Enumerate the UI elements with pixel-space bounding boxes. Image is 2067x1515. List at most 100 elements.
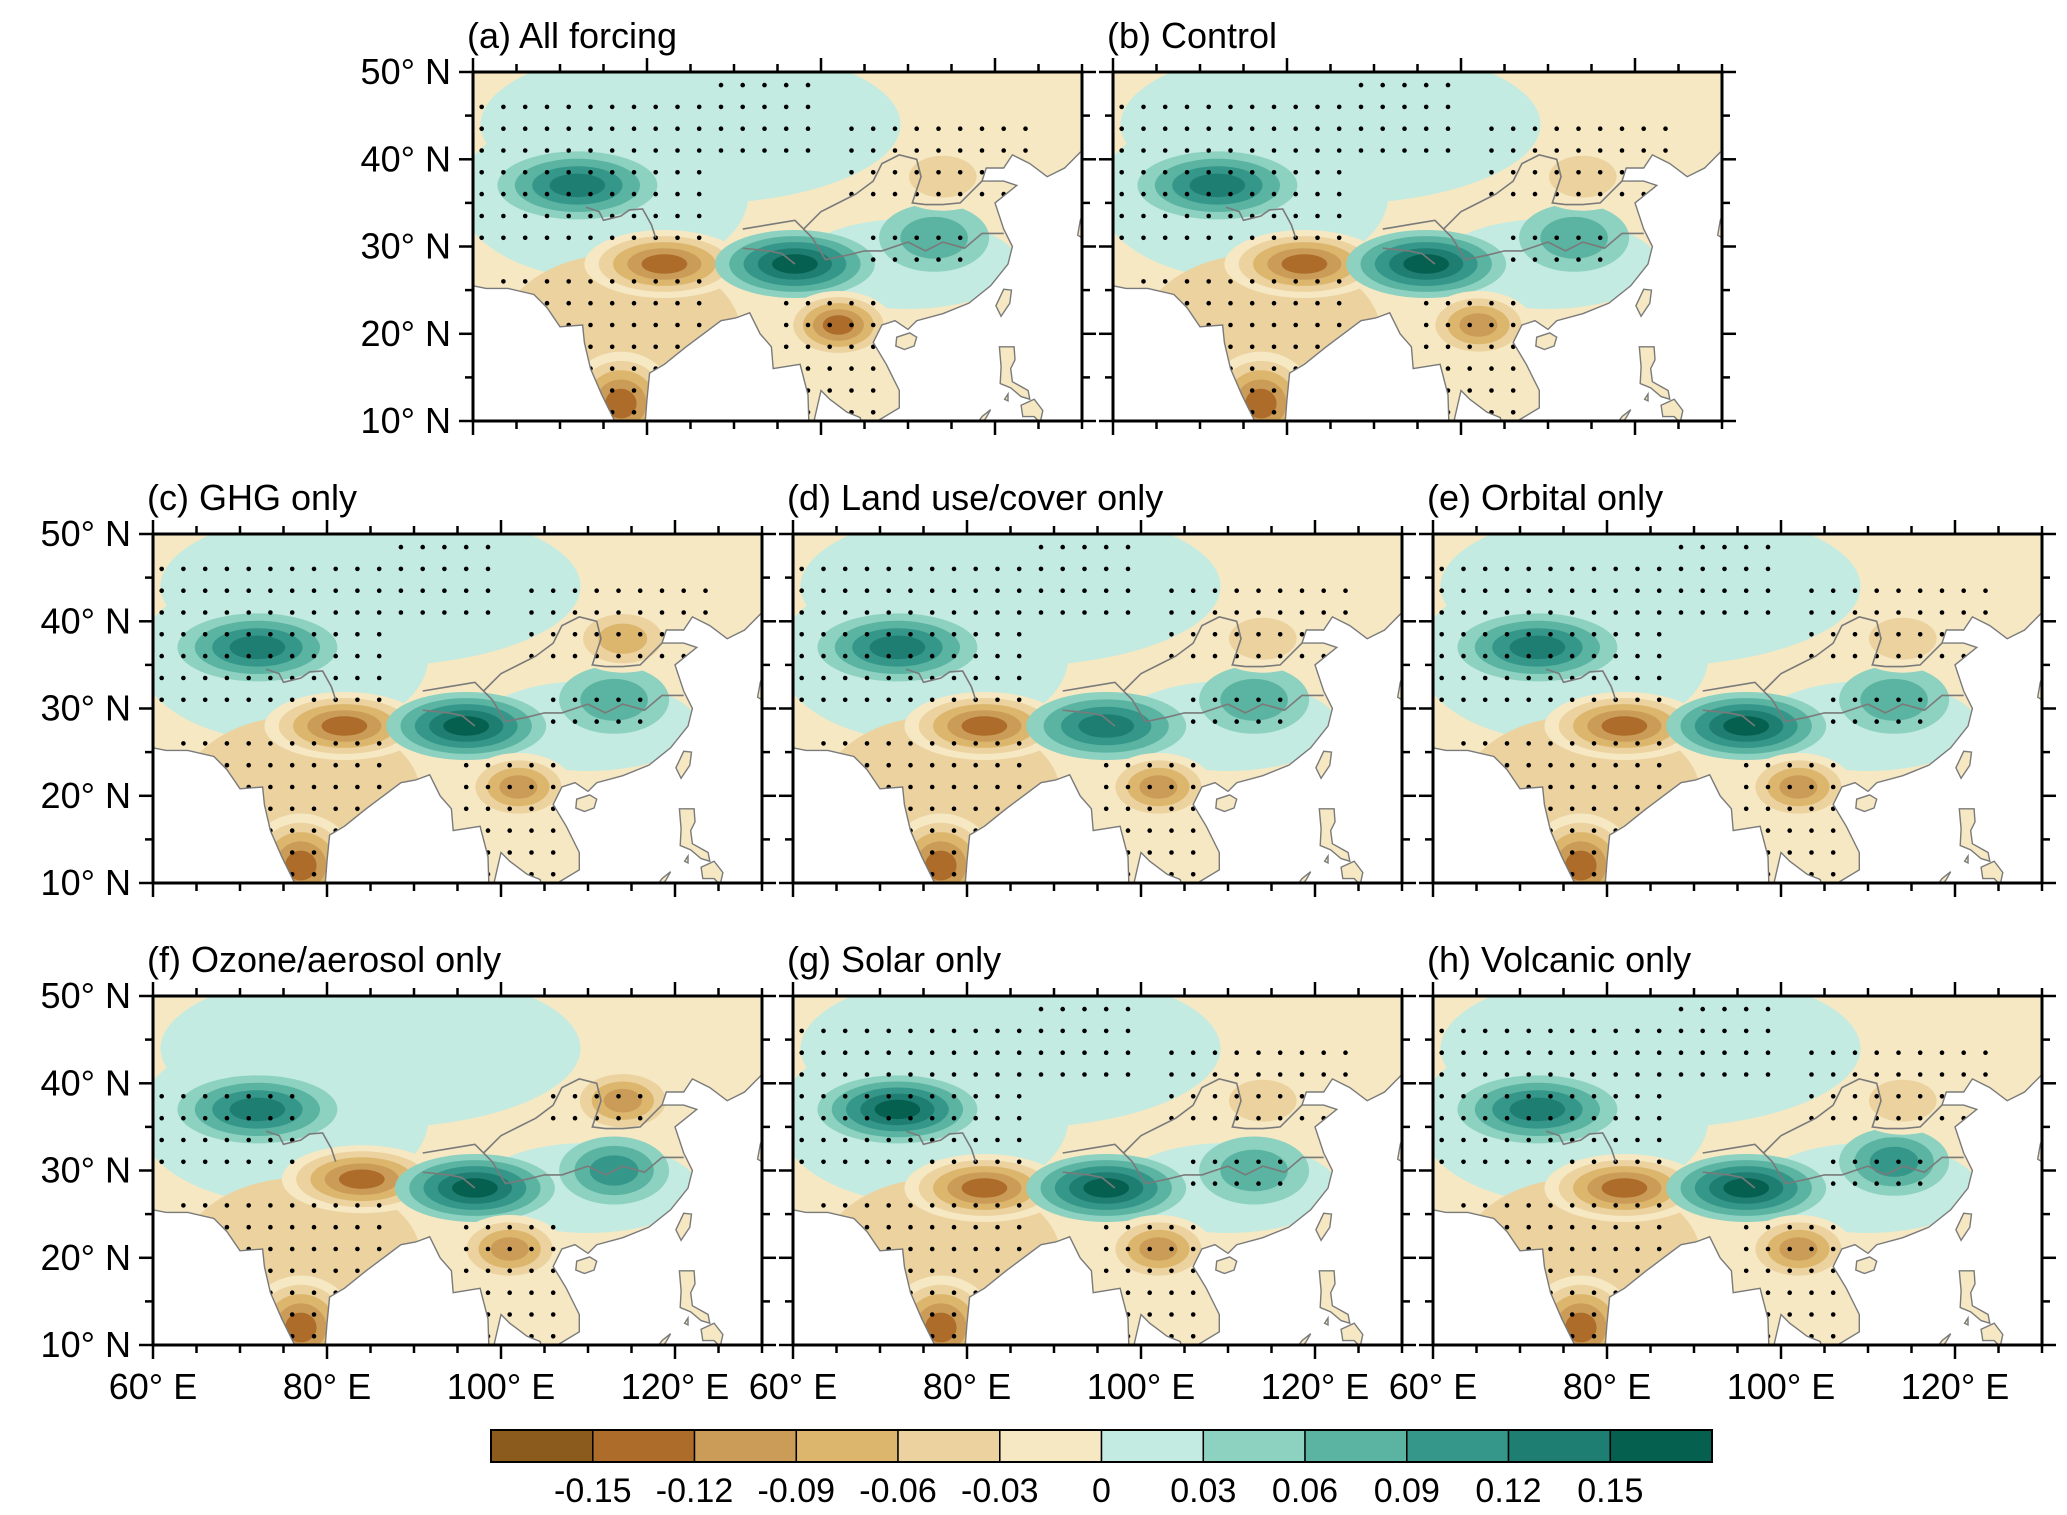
river-line — [1123, 616, 1303, 692]
river-line — [1702, 1171, 1756, 1189]
river-line — [1382, 219, 1644, 261]
x-tick-label: 100° E — [447, 1366, 555, 1407]
colorbar-label: 0.06 — [1272, 1472, 1338, 1510]
river-line — [803, 154, 983, 230]
y-tick-label: 50° N — [41, 513, 131, 554]
panel-g: 60° E 80° E 100° E 120° E (g) Solar only — [749, 939, 1416, 1407]
river-line — [1443, 154, 1623, 230]
x-tick-label: 80° E — [283, 1366, 371, 1407]
y-tick-label: 20° N — [41, 1237, 131, 1278]
colorbar-label: -0.12 — [656, 1472, 734, 1510]
river-line — [742, 247, 796, 265]
axis-ticks — [1419, 520, 2056, 897]
x-tick-label: 80° E — [923, 1366, 1011, 1407]
panel-title: (b) Control — [1107, 15, 1277, 56]
river-line — [1702, 709, 1756, 727]
river-line — [422, 681, 684, 723]
x-tick-label: 120° E — [621, 1366, 729, 1407]
axis-ticks — [459, 58, 1096, 435]
river-line — [1702, 1143, 1964, 1185]
panel-e: (e) Orbital only — [1419, 477, 2056, 897]
y-tick-label: 50° N — [41, 975, 131, 1016]
colorbar-label: 0.12 — [1475, 1472, 1541, 1510]
river-line — [422, 1171, 476, 1189]
river-line — [742, 219, 1004, 261]
river-line — [265, 668, 337, 701]
axis-ticks — [779, 520, 1416, 897]
panel-f: 10° N 20° N 30° N 40° N 50° N 60° E 80° E 100° … — [41, 939, 776, 1407]
x-tick-label: 60° E — [749, 1366, 837, 1407]
colorbar-label: -0.03 — [961, 1472, 1039, 1510]
y-tick-label: 10° N — [41, 1324, 131, 1365]
panel-title: (d) Land use/cover only — [787, 477, 1163, 518]
river-line — [1225, 206, 1297, 239]
river-line — [1702, 681, 1964, 723]
river-line — [265, 1130, 337, 1163]
river-line — [483, 1078, 663, 1154]
axis-ticks — [779, 982, 1416, 1359]
x-tick-label: 60° E — [109, 1366, 197, 1407]
river-line — [1545, 668, 1617, 701]
panel-title: (e) Orbital only — [1427, 477, 1663, 518]
river-line — [1763, 1078, 1943, 1154]
river-line — [905, 668, 977, 701]
x-tick-label: 100° E — [1087, 1366, 1195, 1407]
river-line — [1062, 1171, 1116, 1189]
x-tick-label: 120° E — [1901, 1366, 2009, 1407]
river-line — [1545, 1130, 1617, 1163]
colorbar-swatch — [1406, 1429, 1510, 1463]
panel-h: 60° E 80° E 100° E 120° E (h) Volcanic only — [1389, 939, 2056, 1407]
y-tick-label: 50° N — [361, 51, 451, 92]
river-line — [422, 709, 476, 727]
x-tick-label: 60° E — [1389, 1366, 1477, 1407]
y-tick-label: 10° N — [41, 862, 131, 903]
panel-title: (f) Ozone/aerosol only — [147, 939, 501, 980]
y-tick-label: 40° N — [41, 600, 131, 641]
panel-title: (h) Volcanic only — [1427, 939, 1691, 980]
y-tick-label: 30° N — [361, 226, 451, 267]
river-line — [585, 206, 657, 239]
y-tick-label: 40° N — [41, 1062, 131, 1103]
y-tick-label: 30° N — [41, 688, 131, 729]
x-tick-label: 100° E — [1727, 1366, 1835, 1407]
significance-dots — [799, 544, 1348, 877]
panel-b: (b) Control — [1099, 15, 1736, 435]
panel-title: (g) Solar only — [787, 939, 1001, 980]
colorbar-swatch — [795, 1429, 899, 1463]
axis-ticks — [139, 982, 776, 1359]
river-line — [1062, 709, 1116, 727]
panel-title: (c) GHG only — [147, 477, 357, 518]
x-tick-label: 80° E — [1563, 1366, 1651, 1407]
panel-c: 10° N 20° N 30° N 40° N 50° N (c) GHG only — [41, 477, 776, 903]
axis-ticks — [1099, 58, 1736, 435]
y-tick-label: 10° N — [361, 400, 451, 441]
colorbar-label: 0 — [1092, 1472, 1111, 1510]
y-tick-label: 40° N — [361, 138, 451, 179]
colorbar-label: -0.06 — [859, 1472, 937, 1510]
colorbar-swatch — [1304, 1429, 1408, 1463]
y-tick-label: 20° N — [41, 775, 131, 816]
colorbar-swatch — [693, 1429, 798, 1463]
river-line — [1382, 247, 1436, 265]
river-line — [1763, 616, 1943, 692]
river-line — [1123, 1078, 1303, 1154]
colorbar-label: 0.09 — [1374, 1472, 1440, 1510]
colorbar-swatch — [490, 1429, 594, 1463]
x-tick-label: 120° E — [1261, 1366, 1369, 1407]
river-line — [422, 1143, 684, 1185]
colorbar-swatch — [999, 1429, 1103, 1463]
axis-ticks — [139, 520, 776, 897]
river-line — [1062, 1143, 1324, 1185]
colorbar-swatch — [1100, 1429, 1205, 1463]
river-line — [1062, 681, 1324, 723]
colorbar-label: -0.15 — [554, 1472, 632, 1510]
colorbar-label: 0.03 — [1170, 1472, 1236, 1510]
y-tick-label: 30° N — [41, 1150, 131, 1191]
colorbar-swatch — [1507, 1429, 1612, 1463]
colorbar-swatch — [1202, 1429, 1306, 1463]
colorbar-swatch — [1609, 1429, 1713, 1463]
river-line — [483, 616, 663, 692]
colorbar-swatch — [897, 1429, 1001, 1463]
panel-title: (a) All forcing — [467, 15, 677, 56]
